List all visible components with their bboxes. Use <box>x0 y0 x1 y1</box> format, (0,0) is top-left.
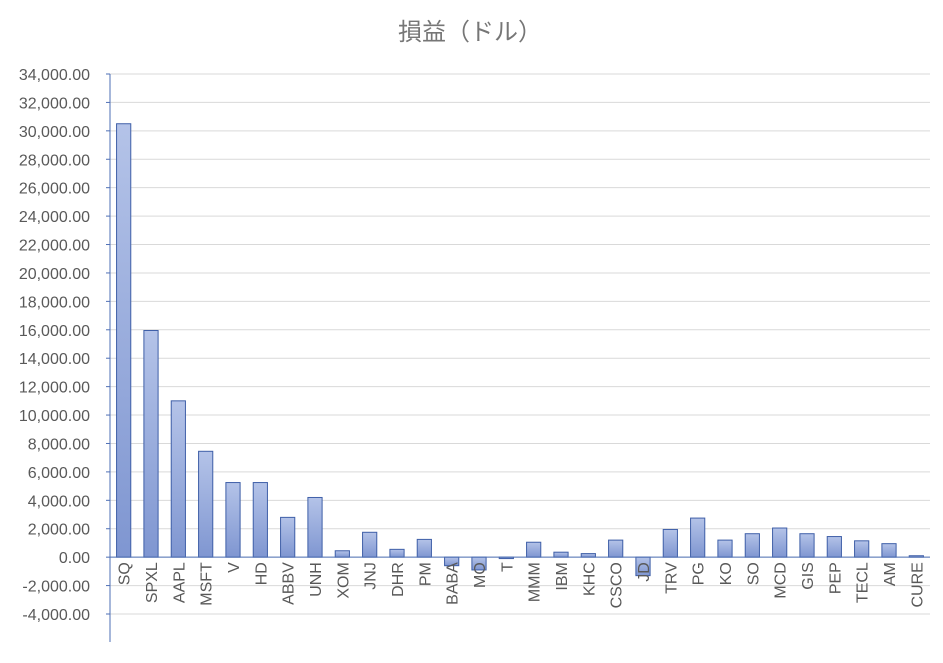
bar-gis <box>799 533 815 558</box>
bar-am <box>881 543 897 558</box>
y-tick-label: 24,000.00 <box>19 209 90 226</box>
y-tick-label: 32,000.00 <box>19 95 90 112</box>
x-tick-label: MMM <box>527 562 544 602</box>
x-tick-label: AM <box>882 562 899 586</box>
y-tick-label: 34,000.00 <box>19 67 90 84</box>
x-tick-label: HD <box>253 562 270 585</box>
gridlines <box>110 73 930 615</box>
bar-mmm <box>526 541 542 558</box>
bar-pm <box>416 538 432 558</box>
bar-tecl <box>854 540 870 558</box>
bar-abbv <box>280 516 296 558</box>
bar-so <box>744 533 760 558</box>
x-tick-label: XOM <box>335 562 352 598</box>
x-tick-label: GIS <box>800 562 817 590</box>
bar-pg <box>690 517 706 558</box>
bar-ibm <box>553 551 569 558</box>
bar-msft <box>198 450 214 558</box>
x-tick-label: IBM <box>554 562 571 590</box>
bar-trv <box>662 528 678 558</box>
x-tick-label: KO <box>718 562 735 585</box>
x-tick-label: V <box>226 562 243 573</box>
x-tick-label: SPXL <box>144 562 161 603</box>
x-tick-label: PG <box>691 562 708 585</box>
bar-xom <box>334 550 350 558</box>
y-tick-label: -4,000.00 <box>22 607 90 624</box>
chart-title: 損益（ドル） <box>398 19 542 46</box>
y-tick-label: -2,000.00 <box>22 579 90 596</box>
y-tick-label: 6,000.00 <box>28 465 90 482</box>
bar-aapl <box>170 400 186 558</box>
bar-unh <box>307 496 323 558</box>
bar-ko <box>717 539 733 558</box>
x-tick-label: JNJ <box>363 562 380 590</box>
x-tick-label: DHR <box>390 562 407 597</box>
y-tick-label: 30,000.00 <box>19 124 90 141</box>
y-tick-label: 4,000.00 <box>28 493 90 510</box>
bar-khc <box>580 553 596 558</box>
x-tick-label: KHC <box>581 562 598 596</box>
bar-v <box>225 482 241 558</box>
axes <box>106 73 930 642</box>
y-tick-label: 12,000.00 <box>19 380 90 397</box>
y-tick-label: 18,000.00 <box>19 294 90 311</box>
y-tick-label: 26,000.00 <box>19 181 90 198</box>
bar-jnj <box>362 531 378 558</box>
bars <box>116 123 924 577</box>
x-tick-label: UNH <box>308 562 325 597</box>
x-tick-label: CSCO <box>609 562 626 608</box>
y-tick-label: 14,000.00 <box>19 351 90 368</box>
bar-mcd <box>772 527 788 558</box>
x-tick-label: SQ <box>117 562 134 585</box>
bar-hd <box>252 482 268 558</box>
x-tick-label: TRV <box>663 562 680 594</box>
y-tick-label: 2,000.00 <box>28 522 90 539</box>
x-tick-label: TECL <box>855 562 872 603</box>
bar-pep <box>826 536 842 558</box>
y-tick-label: 28,000.00 <box>19 152 90 169</box>
y-tick-label: 0.00 <box>59 550 90 567</box>
x-tick-label: T <box>499 562 516 572</box>
bar-sq <box>116 123 132 558</box>
y-axis-ticks: -4,000.00 -2,000.00 0.00 2,000.00 4,000.00 6,… <box>19 67 90 624</box>
y-tick-label: 22,000.00 <box>19 238 90 255</box>
x-axis-labels: SQ SPXL AAPL MSFT V HD ABBV UNH XOM JNJ DHR PM BABA M… <box>117 562 927 609</box>
x-tick-label: AAPL <box>171 562 188 603</box>
y-tick-label: 10,000.00 <box>19 408 90 425</box>
x-tick-label: PEP <box>827 562 844 594</box>
x-tick-label: CURE <box>909 562 926 607</box>
x-tick-label: ABBV <box>281 562 298 605</box>
bar-dhr <box>389 548 405 558</box>
x-tick-label: MO <box>472 562 489 588</box>
y-tick-label: 16,000.00 <box>19 323 90 340</box>
y-tick-label: 20,000.00 <box>19 266 90 283</box>
bar-spxl <box>143 330 159 558</box>
x-tick-label: MSFT <box>199 562 216 606</box>
x-tick-label: MCD <box>773 562 790 598</box>
x-tick-label: JD <box>636 562 653 582</box>
x-tick-label: BABA <box>445 562 462 605</box>
bar-csco <box>608 539 624 558</box>
y-tick-label: 8,000.00 <box>28 436 90 453</box>
x-tick-label: SO <box>745 562 762 585</box>
x-tick-label: PM <box>417 562 434 586</box>
